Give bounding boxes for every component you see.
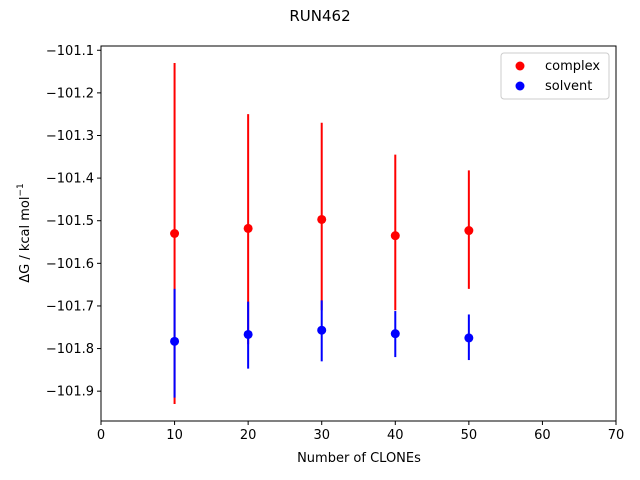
x-axis: 0 10 20 30 40 50 60 70 [97, 421, 624, 443]
x-tick-label: 0 [97, 428, 105, 443]
legend-label-solvent: solvent [545, 79, 592, 94]
y-axis: −101.1 −101.2 −101.3 −101.4 −101.5 −101.6 −101… [46, 44, 101, 400]
y-tick-label: −101.3 [46, 129, 94, 144]
y-tick-label: −101.1 [46, 44, 94, 59]
legend-marker-solvent [515, 81, 525, 91]
x-tick-label: 40 [387, 428, 404, 443]
y-tick-label: −101.8 [46, 342, 94, 357]
complex-point [170, 229, 180, 238]
x-tick-label: 30 [313, 428, 330, 443]
x-tick-label: 60 [534, 428, 551, 443]
solvent-point [170, 336, 180, 346]
x-axis-label: Number of CLONEs [297, 451, 421, 466]
y-tick-label: −101.9 [46, 385, 94, 400]
y-axis-label: ΔG / kcal mol−1 [16, 183, 33, 283]
legend-label-complex: complex [545, 59, 600, 74]
legend-box [500, 52, 610, 100]
solvent-point [243, 329, 253, 339]
complex-point [317, 214, 327, 224]
legend: complex solvent [500, 52, 610, 100]
y-tick-label: −101.4 [46, 172, 94, 187]
series-solvent [170, 288, 474, 398]
series-layer [170, 63, 474, 404]
chart-title: RUN462 [289, 7, 350, 25]
y-tick-label: −101.6 [46, 257, 94, 272]
x-tick-label: 70 [608, 428, 625, 443]
complex-point [243, 223, 253, 233]
y-tick-label: −101.2 [46, 86, 94, 101]
y-tick-label: −101.5 [46, 214, 94, 229]
plot-area-frame [100, 45, 617, 422]
y-tick-label: −101.7 [46, 299, 94, 314]
x-tick-label: 50 [461, 428, 478, 443]
y-axis-label-main: ΔG / kcal mol [18, 197, 33, 283]
solvent-point [390, 329, 400, 339]
solvent-point [464, 333, 474, 343]
y-axis-label-exponent: −1 [16, 183, 26, 196]
complex-point [390, 231, 400, 241]
complex-point [464, 226, 474, 236]
legend-marker-complex [515, 61, 525, 71]
x-tick-label: 20 [240, 428, 257, 443]
x-tick-label: 10 [166, 428, 183, 443]
solvent-point [317, 325, 327, 335]
